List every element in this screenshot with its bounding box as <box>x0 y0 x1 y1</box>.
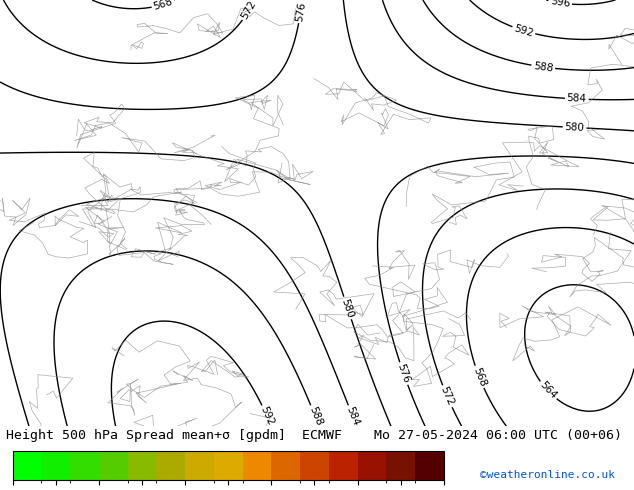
Text: 580: 580 <box>340 297 356 319</box>
Text: 592: 592 <box>259 405 276 427</box>
Text: 564: 564 <box>538 380 559 401</box>
Text: Height 500 hPa Spread mean+σ [gpdm]  ECMWF    Mo 27-05-2024 06:00 UTC (00+06): Height 500 hPa Spread mean+σ [gpdm] ECMW… <box>6 429 623 442</box>
Text: 572: 572 <box>240 0 259 21</box>
Text: 592: 592 <box>513 23 534 38</box>
Text: 584: 584 <box>567 94 587 104</box>
Text: 576: 576 <box>294 1 307 22</box>
Text: ©weatheronline.co.uk: ©weatheronline.co.uk <box>480 470 615 480</box>
Text: 572: 572 <box>439 385 456 408</box>
Text: 568: 568 <box>471 366 488 388</box>
Text: 596: 596 <box>550 0 571 9</box>
Text: 568: 568 <box>152 0 174 12</box>
Text: 588: 588 <box>307 405 323 427</box>
Text: 580: 580 <box>564 122 585 133</box>
Text: 588: 588 <box>533 61 553 74</box>
Text: 576: 576 <box>396 363 411 385</box>
Text: 584: 584 <box>344 405 361 427</box>
